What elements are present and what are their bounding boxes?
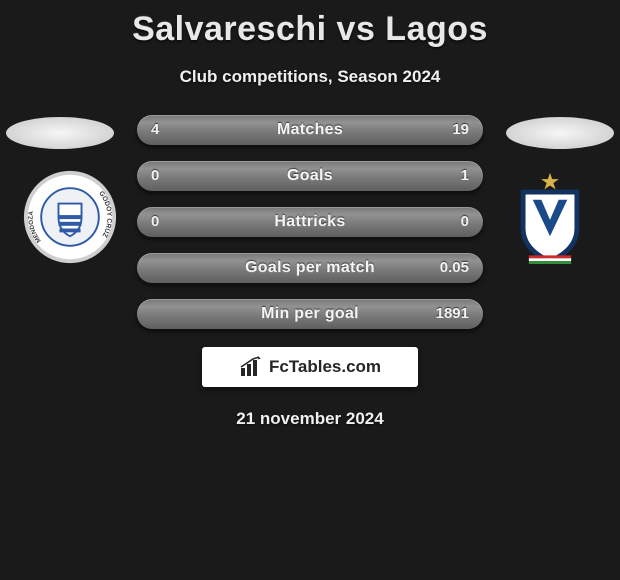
stat-value-right: 19 <box>452 115 469 145</box>
player-avatar-right <box>506 117 614 149</box>
stat-bar-min-per-goal: Min per goal 1891 <box>137 299 483 329</box>
comparison-arena: GODOY CRUZ MENDOZA 4 Matches 19 0 Goals … <box>0 115 620 429</box>
stat-label: Min per goal <box>137 299 483 329</box>
brand-name: FcTables.com <box>269 357 381 377</box>
page-title: Salvareschi vs Lagos <box>0 0 620 49</box>
bars-icon <box>239 356 265 378</box>
stat-bar-hattricks: 0 Hattricks 0 <box>137 207 483 237</box>
stat-bar-goals-per-match: Goals per match 0.05 <box>137 253 483 283</box>
stat-value-right: 0.05 <box>440 253 469 283</box>
club-badge-left: GODOY CRUZ MENDOZA <box>22 169 118 265</box>
stat-bar-goals: 0 Goals 1 <box>137 161 483 191</box>
date-label: 21 november 2024 <box>0 409 620 429</box>
stat-value-right: 0 <box>461 207 469 237</box>
stat-bar-matches: 4 Matches 19 <box>137 115 483 145</box>
player-avatar-left <box>6 117 114 149</box>
brand-box: FcTables.com <box>202 347 418 387</box>
stat-value-right: 1891 <box>436 299 469 329</box>
stat-label: Goals <box>137 161 483 191</box>
club-badge-right <box>502 169 598 265</box>
stat-label: Goals per match <box>137 253 483 283</box>
stat-label: Matches <box>137 115 483 145</box>
page-subtitle: Club competitions, Season 2024 <box>0 67 620 87</box>
stat-value-right: 1 <box>461 161 469 191</box>
stat-label: Hattricks <box>137 207 483 237</box>
